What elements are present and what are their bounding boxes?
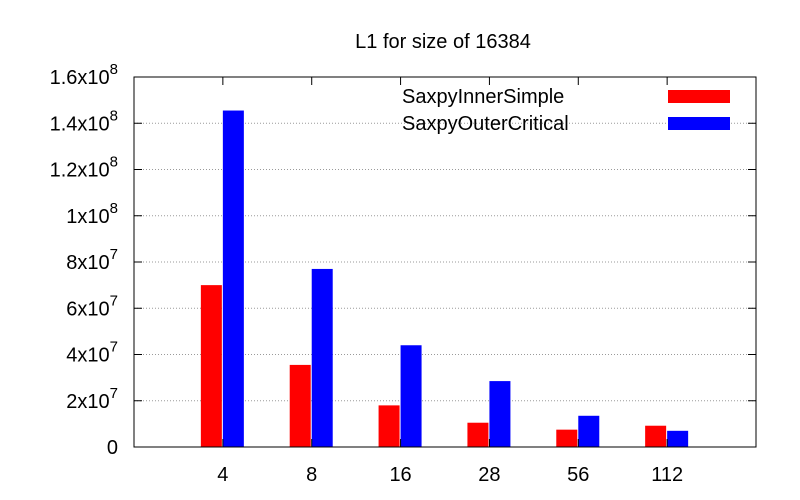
y-tick-label: 1.4x108 [50, 107, 118, 135]
bar-SaxpyInnerSimple-112 [645, 425, 667, 447]
legend-label: SaxpyInnerSimple [402, 86, 564, 108]
bar-SaxpyInnerSimple-28 [467, 422, 489, 447]
bar-SaxpyOuterCritical-56 [578, 415, 600, 447]
y-tick-base: 1.2x10 [50, 160, 110, 182]
x-tick-label: 8 [306, 464, 317, 486]
y-tick-exponent: 7 [110, 339, 118, 356]
y-tick-base: 1.6x10 [50, 67, 110, 89]
chart-title: L1 for size of 16384 [355, 31, 531, 53]
y-tick-exponent: 8 [110, 107, 118, 124]
y-tick-base: 0 [107, 437, 118, 459]
bar-SaxpyOuterCritical-28 [489, 381, 511, 447]
x-tick-label: 28 [478, 464, 500, 486]
x-tick-label: 16 [389, 464, 411, 486]
y-tick-exponent: 7 [110, 246, 118, 263]
y-tick-exponent: 7 [110, 292, 118, 309]
legend-label: SaxpyOuterCritical [402, 113, 569, 135]
y-tick-base: 4x10 [66, 345, 109, 367]
bar-SaxpyInnerSimple-8 [289, 364, 311, 447]
y-tick-label: 2x107 [66, 385, 118, 413]
y-tick-label: 1x108 [66, 200, 118, 228]
bar-SaxpyOuterCritical-112 [667, 430, 689, 447]
y-axis: 02x1074x1076x1078x1071x1081.2x1081.4x108… [50, 61, 756, 459]
y-tick-base: 1x10 [66, 206, 109, 228]
bar-SaxpyOuterCritical-8 [311, 268, 333, 447]
x-tick-label: 56 [567, 464, 589, 486]
y-tick-label: 1.2x108 [50, 154, 118, 182]
bar-SaxpyInnerSimple-4 [200, 285, 222, 447]
x-tick-label: 112 [651, 464, 683, 486]
y-tick-label: 6x107 [66, 292, 118, 320]
y-tick-exponent: 7 [110, 385, 118, 402]
legend: SaxpyInnerSimple SaxpyOuterCritical [402, 86, 730, 135]
y-tick-base: 8x10 [66, 252, 109, 274]
y-tick-exponent: 8 [110, 61, 118, 78]
bars [200, 110, 689, 447]
y-tick-exponent: 8 [110, 200, 118, 217]
y-tick-label: 4x107 [66, 339, 118, 367]
bar-SaxpyInnerSimple-16 [378, 405, 400, 447]
y-tick-base: 6x10 [66, 298, 109, 320]
legend-swatch [668, 90, 730, 103]
y-tick-label: 8x107 [66, 246, 118, 274]
y-tick-exponent: 8 [110, 154, 118, 171]
y-tick-base: 2x10 [66, 391, 109, 413]
legend-swatch [668, 117, 730, 130]
bar-SaxpyOuterCritical-4 [222, 110, 244, 447]
y-tick-label: 0 [107, 437, 118, 459]
bar-SaxpyOuterCritical-16 [400, 345, 422, 447]
bar-SaxpyInnerSimple-56 [556, 429, 578, 447]
x-tick-label: 4 [217, 464, 228, 486]
y-tick-label: 1.6x108 [50, 61, 118, 89]
y-tick-base: 1.4x10 [50, 113, 110, 135]
x-axis: 4 8 16 28 56 112 [217, 77, 683, 486]
